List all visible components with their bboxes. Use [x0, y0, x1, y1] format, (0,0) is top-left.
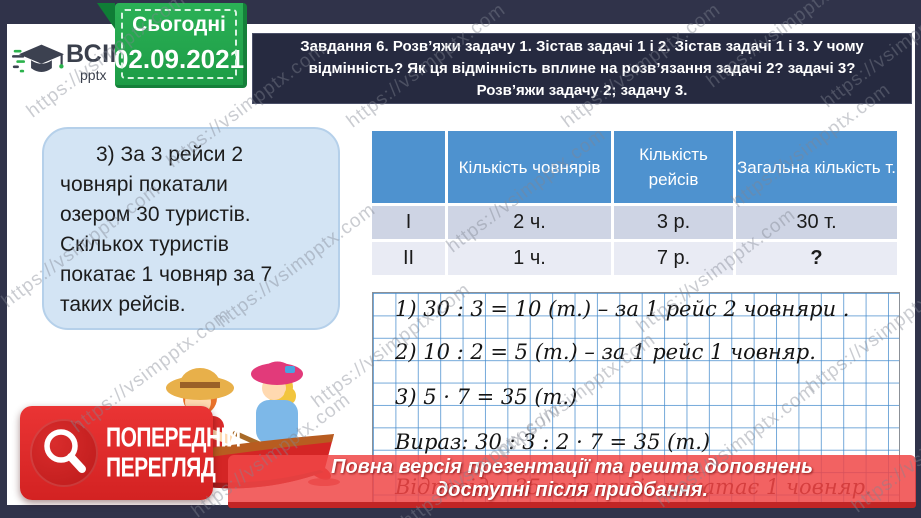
word-problem-line: озером 30 туристів. [60, 203, 251, 226]
task-header-line: Завдання 6. Розв’яжи задачу 1. Зістав за… [300, 37, 864, 55]
solution-step-1: 1) 30 : 3 = 10 (т.) – за 1 рейс 2 човняр… [395, 297, 850, 321]
row-label: II [372, 242, 445, 275]
word-problem-line: 3) За 3 рейси 2 [96, 143, 244, 166]
task-header-line: Розв’яжи задачу 2; задачу 3. [476, 81, 688, 99]
vsim-pptx-logo: ВСІМ pptx [12, 36, 130, 88]
table-row: I 2 ч. 3 р. 30 т. [372, 206, 897, 239]
task-header-line: відмінність? Як ця відмінність вплине на… [308, 59, 856, 77]
purchase-banner-line1: Повна версія презентації та решта доповн… [331, 455, 813, 478]
table-header-cell [372, 131, 445, 203]
date-badge-date: 02.09.2021 [113, 44, 245, 74]
table-header-cell: Кількість рейсів [614, 131, 733, 203]
word-problem-line: човнярі покатали [60, 173, 228, 196]
word-problem-box: 3) За 3 рейси 2 човнярі покатали озером … [42, 127, 340, 330]
word-problem-line: Скількох туристів [60, 233, 229, 256]
cell-boaters: 1 ч. [448, 242, 611, 275]
cell-boaters: 2 ч. [448, 206, 611, 239]
table-header-cell: Кількість човнярів [448, 131, 611, 203]
data-table: Кількість човнярів Кількість рейсів Зага… [372, 131, 897, 278]
purchase-banner-line2: доступні після придбання. [435, 478, 709, 501]
word-problem-line: таких рейсів. [60, 293, 186, 316]
date-badge-title: Сьогодні [132, 13, 226, 36]
preview-badge-line1: ПОПЕРЕДНІЙ [106, 423, 241, 453]
task-header-band: Завдання 6. Розв’яжи задачу 1. Зістав за… [252, 33, 912, 104]
cell-total: 30 т. [736, 206, 897, 239]
date-badge-fold [97, 3, 115, 29]
preview-badge: ПОПЕРЕДНІЙ ПЕРЕГЛЯД [20, 406, 241, 500]
logo-sub: pptx [80, 67, 107, 83]
table-row: II 1 ч. 7 р. ? [372, 242, 897, 275]
table-header-row: Кількість човнярів Кількість рейсів Зага… [372, 131, 897, 203]
cell-trips: 3 р. [614, 206, 733, 239]
word-problem-line: покатає 1 човняр за 7 [60, 263, 273, 286]
row-label: I [372, 206, 445, 239]
table-header-cell: Загальна кількість т. [736, 131, 897, 203]
solution-expression: Вираз: 30 : 3 : 2 · 7 = 35 (т.) [395, 430, 711, 454]
solution-step-3: 3) 5 · 7 = 35 (т.) [395, 385, 578, 409]
cell-trips: 7 р. [614, 242, 733, 275]
date-badge: Сьогодні 02.09.2021 [113, 3, 247, 88]
cell-total-question: ? [736, 242, 897, 275]
magnifier-icon [44, 429, 86, 473]
graduation-cap-icon [12, 44, 64, 73]
magnifier-circle [30, 419, 98, 487]
preview-badge-line2: ПЕРЕГЛЯД [106, 453, 216, 483]
solution-step-2: 2) 10 : 2 = 5 (т.) – за 1 рейс 1 човняр. [395, 340, 816, 364]
preview-badge-text: ПОПЕРЕДНІЙ ПЕРЕГЛЯД [106, 423, 241, 483]
purchase-banner: Повна версія презентації та решта доповн… [228, 455, 916, 508]
